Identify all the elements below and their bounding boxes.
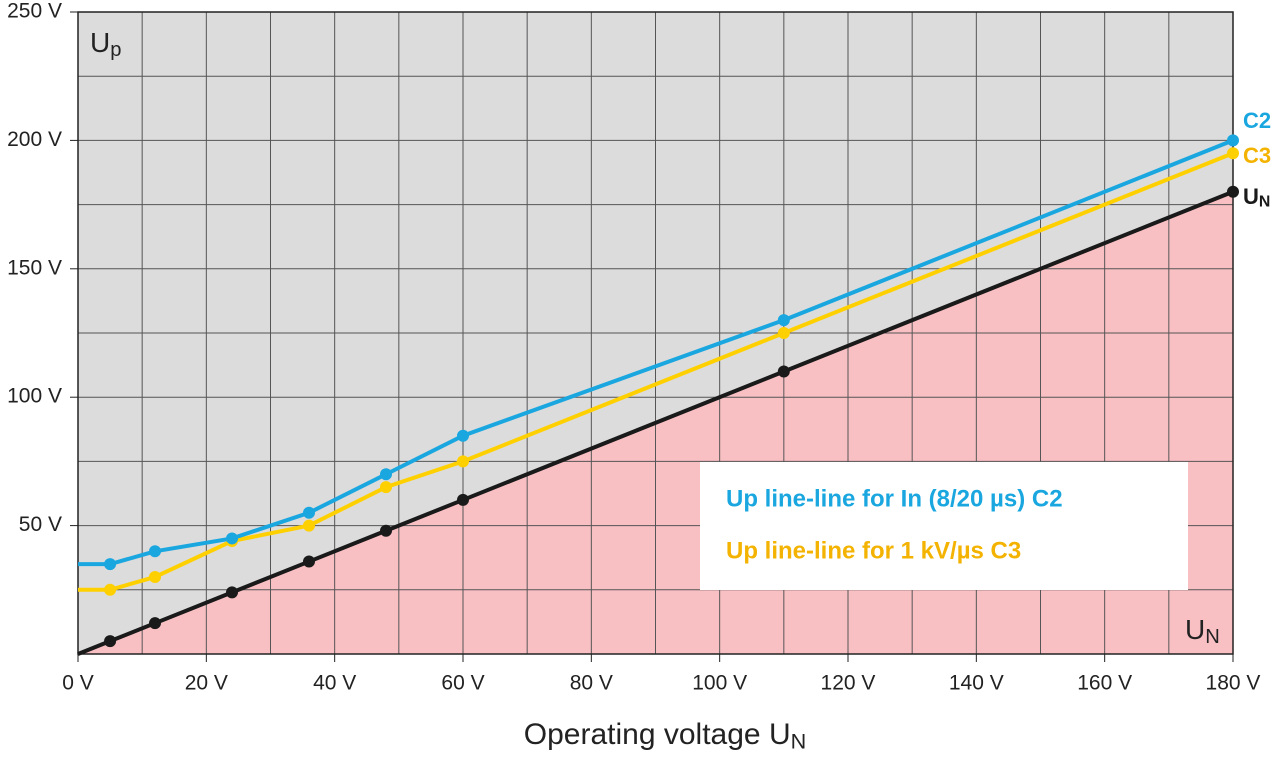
end-label: C3 bbox=[1243, 143, 1271, 168]
corner-label-sub: N bbox=[1205, 626, 1220, 648]
x-axis-label-main: Operating voltage U bbox=[524, 718, 791, 751]
data-point bbox=[457, 429, 469, 442]
legend-entry: Up line-line for In (8/20 µs) C2 bbox=[726, 485, 1063, 512]
data-point bbox=[777, 314, 790, 327]
data-point bbox=[226, 532, 238, 545]
data-point bbox=[104, 635, 117, 648]
data-point bbox=[380, 468, 392, 481]
x-tick-label: 100 V bbox=[692, 672, 747, 695]
y-tick-label: 150 V bbox=[7, 256, 62, 279]
y-tick-label: 250 V bbox=[7, 0, 62, 23]
data-point bbox=[457, 493, 469, 506]
data-point bbox=[1227, 185, 1239, 198]
x-tick-label: 180 V bbox=[1206, 672, 1261, 695]
plot-border bbox=[77, 11, 1234, 655]
end-label: C2 bbox=[1243, 108, 1271, 133]
corner-label-main: U bbox=[1185, 614, 1205, 645]
data-point bbox=[303, 555, 315, 568]
x-tick-label: 0 V bbox=[62, 672, 94, 695]
corner-label: UN bbox=[1185, 614, 1220, 648]
data-point bbox=[380, 481, 392, 494]
data-point bbox=[303, 506, 315, 519]
y-tick-label: 100 V bbox=[7, 385, 62, 408]
data-point bbox=[380, 524, 392, 537]
data-point bbox=[303, 519, 315, 532]
end-label-sub: N bbox=[1259, 194, 1270, 211]
data-point bbox=[104, 583, 117, 596]
x-tick-label: 20 V bbox=[185, 672, 228, 695]
data-point bbox=[149, 545, 161, 558]
y-axis-label: Up bbox=[90, 27, 121, 61]
legend-box bbox=[700, 462, 1188, 590]
end-label-main: U bbox=[1243, 184, 1259, 209]
y-axis-label-sub: p bbox=[110, 39, 121, 61]
data-point bbox=[777, 365, 790, 378]
x-tick-label: 40 V bbox=[313, 672, 356, 695]
data-point bbox=[1227, 134, 1239, 147]
data-point bbox=[149, 570, 161, 583]
data-point bbox=[777, 327, 790, 339]
legend-entry: Up line-line for 1 kV/µs C3 bbox=[726, 537, 1021, 564]
y-tick-label: 200 V bbox=[7, 128, 62, 151]
data-point bbox=[226, 586, 238, 599]
y-tick-label: 50 V bbox=[19, 513, 62, 536]
x-axis-label: Operating voltage UN bbox=[524, 718, 806, 753]
x-tick-label: 120 V bbox=[821, 672, 876, 695]
data-point bbox=[1227, 147, 1239, 160]
x-tick-label: 160 V bbox=[1077, 672, 1132, 695]
x-tick-label: 140 V bbox=[949, 672, 1004, 695]
x-tick-label: 60 V bbox=[441, 672, 484, 695]
data-point bbox=[104, 558, 117, 571]
data-point bbox=[457, 455, 469, 468]
x-axis-label-sub: N bbox=[791, 728, 807, 753]
end-label: UN bbox=[1243, 184, 1270, 211]
y-axis-label-main: U bbox=[90, 27, 110, 58]
data-point bbox=[149, 617, 161, 630]
x-tick-label: 80 V bbox=[570, 672, 613, 695]
